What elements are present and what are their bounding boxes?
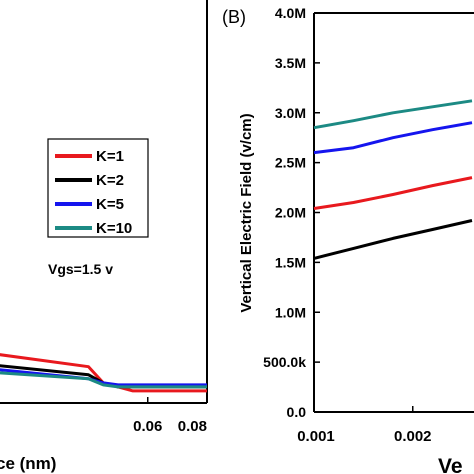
y-tick-label: 1.0M [275,304,306,320]
y-tick-label: 4.0M [275,5,306,21]
y-tick-label: 1.5M [275,254,306,270]
panel-label: (B) [222,7,246,27]
x-axis-title: ce (nm) [0,454,56,473]
x-tick-label: 0.08 [178,418,207,435]
annotation-vgs: Vgs=1.5 v [48,261,113,277]
legend-label: K=10 [96,220,132,237]
y-tick-label: 3.5M [275,55,306,71]
y-tick-label: 2.0M [275,205,306,221]
x-tick-label: 0.001 [297,428,335,445]
y-axis-title: Vertical Electric Field (v/cm) [238,113,255,312]
series-line-2 [313,176,473,210]
series-line-1 [313,121,473,155]
legend-label: K=2 [96,172,124,189]
y-tick-label: 3.0M [275,105,306,121]
x-tick-label: 0.002 [394,428,432,445]
series-line-k10 [0,371,207,389]
y-tick-label: 500.0k [263,354,306,370]
series-line-0 [313,99,473,130]
legend-frame [47,138,149,238]
x-axis-title: Ve [438,455,463,474]
legend: K=1 K=2 K=5 K=10 [47,138,149,238]
x-tick-label: 0.06 [133,418,162,435]
panel-b: (B) 0.0 500.0k 1.0M 1.5M 2.0M 2.5M 3.0M 3.5M 4.0M… [222,5,474,474]
y-tick-label: 0.0 [287,404,307,420]
legend-label: K=5 [96,196,124,213]
y-tick-label: 2.5M [275,155,306,171]
panel-a: 0.06 0.08 ce (nm) K=1 K=2 K=5 K=10 Vgs=1.5 v [0,0,208,473]
series-line-3 [313,219,473,260]
legend-label: K=1 [96,148,124,165]
